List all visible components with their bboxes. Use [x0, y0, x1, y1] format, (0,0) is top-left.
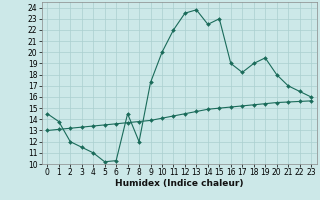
- X-axis label: Humidex (Indice chaleur): Humidex (Indice chaleur): [115, 179, 244, 188]
